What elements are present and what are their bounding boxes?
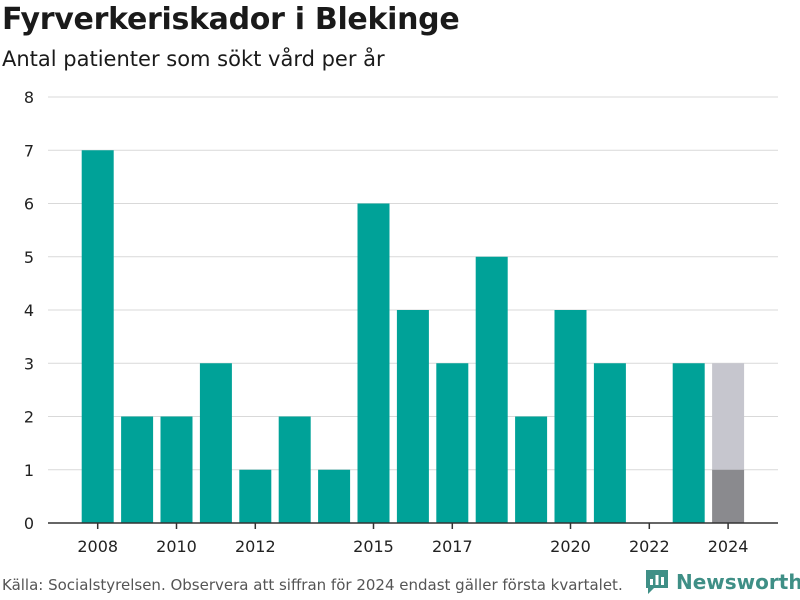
bar-2010 [160,416,193,523]
bar-2018 [475,256,508,523]
x-tick-label: 2015 [353,537,394,556]
y-tick-label: 7 [24,141,34,160]
x-tick-label: 2008 [77,537,118,556]
y-tick-label: 0 [24,514,34,533]
bar-2024-remaining [712,363,745,470]
bar-2012 [239,469,272,523]
bar-2024 [712,469,745,523]
newsworthy-logo-text: Newsworthy [676,570,800,594]
bar-2017 [436,363,469,523]
bar-2013 [278,416,311,523]
axes: 0 1 2 3 4 5 6 7 8 2008 2010 2012 2015 2017 2020 2022 202… [24,88,778,556]
x-tick-label: 2024 [708,537,749,556]
chart-title: Fyrverkeriskador i Blekinge [2,2,460,37]
newsworthy-logo-icon [646,570,668,594]
x-tick-label: 2012 [235,537,276,556]
y-tick-label: 4 [24,301,34,320]
y-tick-label: 3 [24,354,34,373]
x-tick-label: 2020 [550,537,591,556]
bar-2020 [554,310,587,523]
newsworthy-logo: Newsworthy [644,568,800,596]
x-tick-label: 2022 [629,537,670,556]
source-note: Källa: Socialstyrelsen. Observera att si… [2,576,623,594]
bar-2011 [199,363,232,523]
bar-2019 [515,416,548,523]
x-tick-label: 2017 [432,537,473,556]
y-tick-label: 8 [24,88,34,107]
bar-2008 [81,150,114,523]
bar-2021 [593,363,626,523]
chart-subtitle: Antal patienter som sökt vård per år [2,47,385,71]
x-tick-label: 2010 [156,537,197,556]
bar-2015 [357,203,390,523]
bar-2016 [396,310,429,523]
y-tick-label: 5 [24,248,34,267]
y-tick-label: 6 [24,195,34,214]
y-tick-label: 2 [24,408,34,427]
bars [81,150,745,523]
bar-2023 [672,363,705,523]
y-tick-label: 1 [24,461,34,480]
bar-2014 [318,469,351,523]
bar-2009 [121,416,154,523]
